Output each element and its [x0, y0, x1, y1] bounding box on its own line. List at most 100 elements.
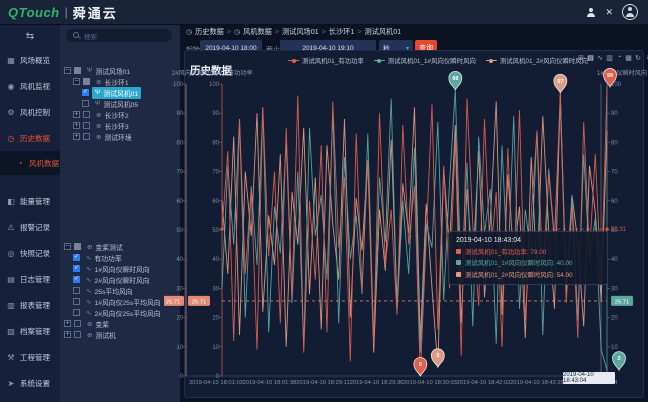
expand-icon[interactable]: + — [64, 320, 71, 327]
sidebar-item-sub[interactable]: ◔ 风机数据 — [0, 151, 60, 175]
expand-icon[interactable]: + — [64, 331, 71, 338]
tree-node[interactable]: ∿ 25s平均风向 — [60, 285, 180, 296]
tree-node[interactable]: − ⊕ 长沙环1 — [60, 76, 180, 87]
sidebar-item-label: 风机监视 — [20, 81, 50, 91]
tree-node[interactable]: Ψ 测试风机05 — [60, 98, 180, 109]
grid-view-icon[interactable]: ▦ — [625, 55, 632, 62]
magic-pie-icon[interactable]: ◔ — [616, 54, 622, 61]
close-icon[interactable]: ✕ — [605, 6, 613, 17]
tree-checkbox-unchecked[interactable] — [74, 331, 81, 338]
tree-node[interactable]: + ⊕ 变桨 — [60, 318, 180, 329]
tree-checkbox-unchecked[interactable] — [73, 298, 80, 305]
tree-checkbox-checked[interactable]: ✓ — [82, 89, 89, 96]
breadcrumb-item[interactable]: 历史数据 — [195, 27, 224, 36]
tree-checkbox-unchecked[interactable] — [74, 320, 81, 327]
tree-checkbox-unchecked[interactable] — [73, 287, 80, 294]
tree-checkbox-partial[interactable] — [74, 67, 81, 74]
legend-item[interactable]: 测试风机01_有功功率 — [288, 56, 364, 65]
legend-dot — [377, 58, 382, 63]
tree-node[interactable]: + ⊕ 长沙环2 — [60, 109, 180, 120]
tree-node[interactable]: − ⊕ 变桨测试 — [60, 241, 180, 252]
tree-checkbox-partial[interactable] — [83, 78, 90, 85]
tree-checkbox-unchecked[interactable] — [83, 111, 90, 118]
tree-node[interactable]: + ⊕ 长沙环3 — [60, 120, 180, 131]
tree-node[interactable]: ✓ ∿ 1#风向仪瞬时风向 — [60, 263, 180, 274]
tree-checkbox-checked[interactable]: ✓ — [73, 265, 80, 272]
logo-divider: | — [64, 5, 68, 19]
archive-icon: ▧ — [7, 326, 15, 336]
tree-node-label: 测试风机05 — [103, 101, 139, 109]
breadcrumb-separator: > — [274, 28, 279, 36]
collapse-icon[interactable]: − — [64, 243, 71, 250]
logo-text-en: QTouch — [8, 4, 60, 20]
sidebar-collapse-icon[interactable]: ⇆ — [25, 30, 35, 42]
tree-node[interactable]: ∿ 1#风向仪25s平均风向 — [60, 296, 180, 307]
tree-section-signals: − ⊕ 变桨测试 ✓ ∿ 有功功率 ✓ ∿ 1#风向仪瞬时风向 ✓ ∿ 2#风向仪瞬时风向 ∿ 25s平均… — [60, 241, 180, 340]
tree-checkbox-checked[interactable]: ✓ — [73, 254, 80, 261]
sidebar-item[interactable]: ⚙ 风机控制 — [0, 99, 60, 125]
legend-dot — [489, 58, 494, 63]
sidebar-item[interactable]: ◉ 风机监视 — [0, 73, 60, 99]
legend-item[interactable]: 测试风机01_1#风向仪瞬时风向 — [373, 56, 476, 65]
sidebar-item[interactable]: ◧ 能量管理 — [0, 188, 60, 214]
chart-card — [184, 50, 644, 398]
tree-node[interactable]: ✓ ∿ 2#风向仪瞬时风向 — [60, 274, 180, 285]
expand-icon[interactable]: + — [73, 133, 80, 140]
tree-node-body: ⊕ 变桨 — [84, 318, 112, 330]
axis-pointer-label: 2019-04-10 18:43:04 — [563, 372, 615, 384]
line-chart-icon[interactable]: ∿ — [597, 55, 603, 62]
tree-node[interactable]: ✓ ∿ 有功功率 — [60, 252, 180, 263]
collapse-icon[interactable]: − — [73, 78, 80, 85]
tree-node[interactable]: − Ψ 测试风场01 — [60, 65, 180, 76]
project-icon: ⚒ — [7, 352, 15, 362]
collapse-icon[interactable]: − — [64, 67, 71, 74]
breadcrumb-item[interactable]: 测试风场01 — [281, 27, 319, 36]
sidebar-item[interactable]: ⚠ 报警记录 — [0, 214, 60, 240]
expand-icon[interactable]: + — [73, 111, 80, 118]
sidebar-item[interactable]: ▧ 档案管理 — [0, 318, 60, 344]
gear-icon: ⚙ — [7, 107, 15, 117]
breadcrumb-item[interactable]: 风机数据 — [243, 27, 272, 36]
tree-checkbox-unchecked[interactable] — [82, 100, 89, 107]
sidebar-item[interactable]: ➤ 系统设置 — [0, 370, 60, 396]
sidebar-item[interactable]: ▤ 日志管理 — [0, 266, 60, 292]
legend-marker — [485, 58, 497, 63]
tree-checkbox-checked[interactable]: ✓ — [73, 276, 80, 283]
breadcrumb-item[interactable]: 长沙环1 — [328, 27, 355, 36]
tree-node[interactable]: ∿ 2#风向仪25s平均风向 — [60, 307, 180, 318]
download-icon[interactable]: ↓ — [645, 54, 648, 61]
tree-node-body: Ψ 测试风场01 — [84, 65, 133, 77]
tree-node-label: 长沙环2 — [104, 112, 129, 120]
tree-search-input[interactable]: 搜索 — [66, 29, 172, 42]
tree-checkbox-unchecked[interactable] — [73, 309, 80, 316]
tree-section-devices: − Ψ 测试风场01− ⊕ 长沙环1 ✓ Ψ 测试风机01 Ψ 测试风机05 + ⊕ 长沙环2 + ⊕ 长沙环… — [60, 65, 180, 142]
sidebar-item[interactable]: ▦ 风场概览 — [0, 47, 60, 73]
header-bar: QTouch | 舜通云 ✕ — [0, 0, 648, 25]
tree-checkbox-unchecked[interactable] — [83, 133, 90, 140]
tree-checkbox-unchecked[interactable] — [83, 122, 90, 129]
legend-item[interactable]: 测试风机01_2#风向仪瞬时风向 — [485, 56, 588, 65]
breadcrumb-separator: > — [226, 28, 231, 36]
tree-node[interactable]: + ⊕ 测试机 — [60, 329, 180, 340]
user-icon[interactable] — [586, 7, 596, 17]
data-view-icon[interactable]: ▤ — [587, 55, 594, 62]
sidebar-item[interactable]: ◎ 快照记录 — [0, 240, 60, 266]
sidebar-item[interactable]: ⚒ 工程管理 — [0, 344, 60, 370]
bar-chart-icon[interactable]: ▥ — [606, 55, 613, 62]
tree-node-label: 长沙环3 — [104, 123, 129, 131]
breadcrumb-item[interactable]: 测试风机01 — [364, 27, 402, 36]
avatar-icon[interactable] — [622, 4, 638, 20]
energy-icon: ◧ — [7, 196, 15, 206]
sidebar-item[interactable]: ▥ 报表管理 — [0, 292, 60, 318]
restore-icon[interactable]: ↻ — [635, 55, 641, 62]
ring-icon: ⊕ — [87, 320, 93, 328]
tree-node[interactable]: ✓ Ψ 测试风机01 — [60, 86, 180, 99]
sidebar-item[interactable]: ◷ 历史数据 — [0, 125, 60, 151]
tree-node-body: Ψ 测试风机01 — [92, 86, 142, 99]
tree-checkbox-partial[interactable] — [74, 243, 81, 250]
tree-node[interactable]: + ⊕ 测试环境 — [60, 131, 180, 142]
tree-node-label: 1#风向仪瞬时风向 — [94, 266, 150, 274]
data-zoom-icon[interactable]: ⊞ — [578, 55, 584, 62]
expand-icon[interactable]: + — [73, 122, 80, 129]
signal-icon: ∿ — [86, 276, 92, 284]
